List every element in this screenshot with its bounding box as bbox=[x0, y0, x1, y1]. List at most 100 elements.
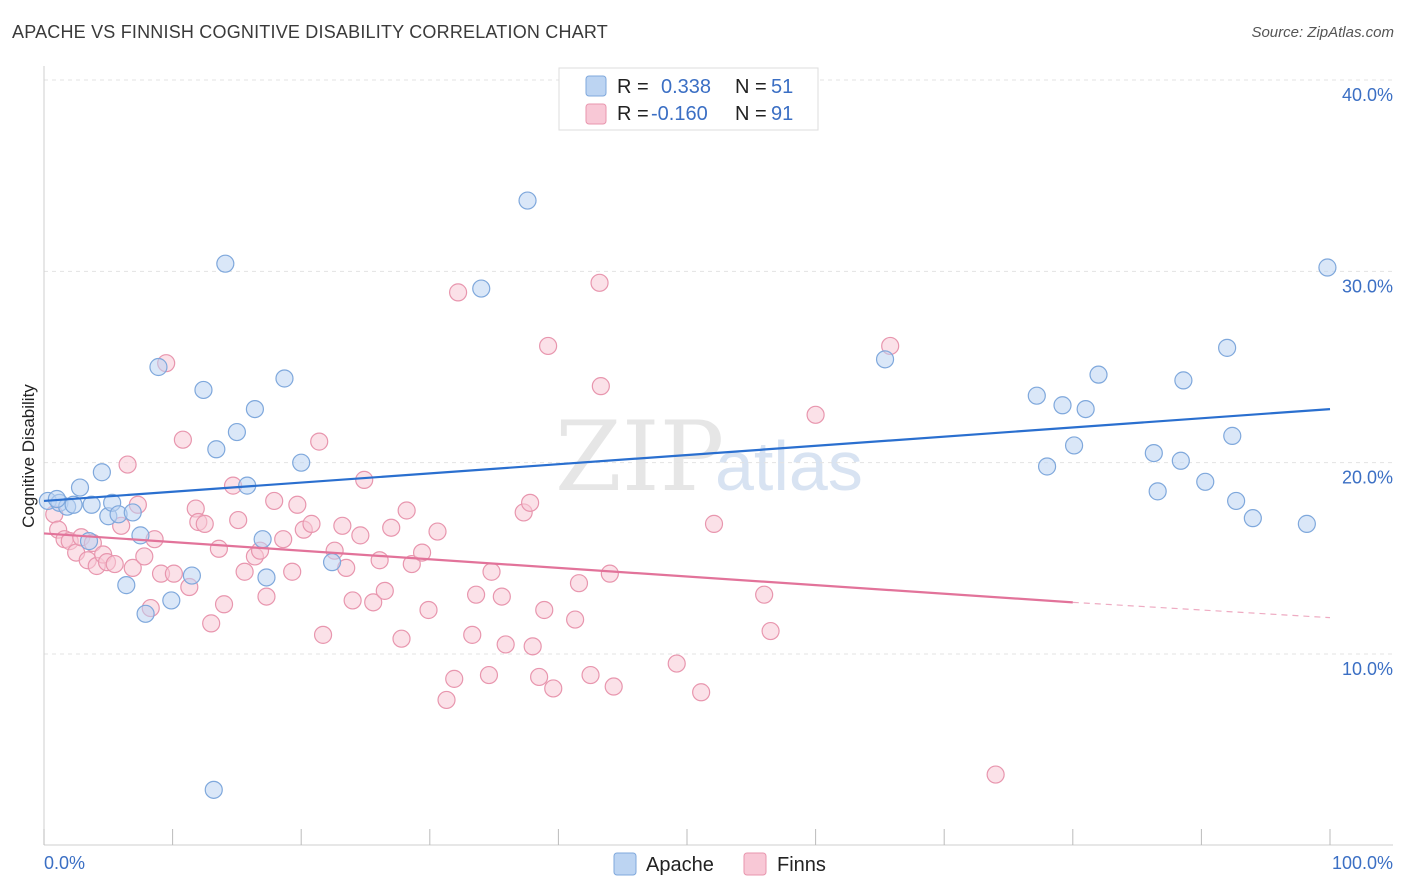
apache-point-31 bbox=[875, 350, 895, 369]
apache-point-24 bbox=[253, 530, 272, 549]
finns-point-70 bbox=[521, 493, 540, 512]
apache-point-34 bbox=[1053, 396, 1072, 415]
finns-point-55 bbox=[397, 501, 416, 520]
apache-point-35 bbox=[1064, 436, 1084, 455]
finns-point-76 bbox=[566, 610, 585, 629]
y-tick-labels: 10.0% 20.0% 30.0% 40.0% bbox=[1342, 85, 1393, 679]
apache-point-20 bbox=[216, 254, 235, 273]
y-tick-label-30: 30.0% bbox=[1342, 276, 1393, 296]
finns-point-72 bbox=[530, 667, 549, 687]
y-axis-label: Cognitive Disability bbox=[19, 384, 38, 528]
apache-point-16 bbox=[162, 591, 181, 610]
legend-apache-r-label: R = bbox=[617, 76, 649, 98]
apache-point-41 bbox=[1174, 371, 1193, 390]
finns-point-85 bbox=[704, 514, 724, 533]
apache-point-40 bbox=[1171, 451, 1190, 470]
x-tick-label-max: 100.0% bbox=[1332, 853, 1393, 873]
finns-point-83 bbox=[667, 654, 686, 673]
finns-point-52 bbox=[375, 581, 394, 600]
finns-trend-line bbox=[43, 532, 1073, 604]
finns-point-48 bbox=[351, 526, 370, 545]
y-tick-label-40: 40.0% bbox=[1342, 85, 1393, 105]
apache-point-6 bbox=[82, 495, 101, 514]
finns-point-79 bbox=[590, 273, 609, 292]
finns-point-43 bbox=[313, 625, 333, 644]
finns-point-66 bbox=[482, 562, 501, 581]
apache-point-45 bbox=[1227, 491, 1246, 511]
legend-finns-n-value: 91 bbox=[771, 103, 793, 125]
legend-finns-r-label: R = bbox=[617, 103, 649, 125]
finns-point-39 bbox=[288, 495, 307, 514]
apache-point-46 bbox=[1243, 509, 1262, 528]
finns-point-13 bbox=[118, 455, 137, 474]
finns-point-49 bbox=[355, 470, 374, 489]
legend-finns-r-value: -0.160 bbox=[651, 103, 708, 125]
y-tick-label-10: 10.0% bbox=[1342, 659, 1393, 679]
apache-point-12 bbox=[123, 503, 142, 522]
finns-trend-line-dashed bbox=[1072, 601, 1331, 619]
legend-bottom-finns-swatch bbox=[743, 852, 767, 876]
apache-point-47 bbox=[1297, 514, 1316, 533]
legend-apache-n-label: N = bbox=[735, 76, 767, 98]
finns-point-90 bbox=[986, 765, 1005, 784]
finns-point-59 bbox=[428, 522, 447, 541]
finns-point-11 bbox=[105, 554, 124, 574]
finns-point-51 bbox=[370, 551, 389, 570]
finns-point-47 bbox=[343, 591, 362, 610]
apache-point-49 bbox=[204, 780, 223, 799]
apache-point-4 bbox=[70, 478, 90, 497]
axes bbox=[43, 66, 1393, 846]
finns-point-82 bbox=[604, 677, 623, 696]
legend-bottom-apache-swatch bbox=[613, 852, 637, 876]
apache-point-33 bbox=[1037, 457, 1057, 476]
legend-top: R = 0.338 N = 51 R = -0.160 N = 91 bbox=[558, 67, 819, 131]
apache-point-17 bbox=[182, 566, 201, 585]
finns-point-57 bbox=[412, 543, 432, 562]
source-label: Source: ZipAtlas.com bbox=[1251, 24, 1394, 41]
finns-point-65 bbox=[479, 665, 499, 685]
apache-point-7 bbox=[92, 463, 111, 482]
chart-title: APACHE VS FINNISH COGNITIVE DISABILITY C… bbox=[12, 22, 608, 42]
finns-point-81 bbox=[600, 564, 619, 583]
finns-point-84 bbox=[692, 683, 711, 702]
apache-point-37 bbox=[1089, 365, 1108, 384]
apache-point-36 bbox=[1076, 399, 1095, 419]
finns-point-58 bbox=[419, 600, 438, 620]
finns-point-37 bbox=[274, 530, 293, 549]
finns-point-21 bbox=[164, 564, 183, 583]
finns-point-61 bbox=[445, 669, 464, 688]
apache-point-3 bbox=[64, 495, 83, 514]
apache-point-42 bbox=[1196, 472, 1215, 491]
legend-apache-swatch bbox=[585, 75, 607, 97]
apache-point-21 bbox=[227, 422, 246, 442]
finns-point-27 bbox=[202, 614, 221, 633]
legend-apache-n-value: 51 bbox=[771, 76, 793, 98]
apache-point-38 bbox=[1144, 444, 1163, 463]
finns-point-87 bbox=[761, 621, 780, 641]
apache-point-29 bbox=[472, 279, 491, 298]
x-tick-label-min: 0.0% bbox=[44, 853, 85, 873]
finns-point-73 bbox=[535, 600, 554, 620]
finns-point-74 bbox=[539, 336, 558, 356]
finns-point-29 bbox=[214, 595, 234, 614]
finns-point-41 bbox=[302, 514, 321, 533]
legend-bottom-finns-label: Finns bbox=[777, 854, 826, 876]
finns-point-80 bbox=[591, 377, 610, 396]
y-tick-label-20: 20.0% bbox=[1342, 468, 1393, 488]
finns-point-71 bbox=[523, 637, 542, 656]
finns-point-22 bbox=[173, 430, 192, 449]
legend-bottom-apache-label: Apache bbox=[646, 854, 714, 876]
apache-point-30 bbox=[518, 191, 537, 210]
finns-point-50 bbox=[364, 593, 383, 612]
finns-point-32 bbox=[235, 562, 254, 581]
finns-point-42 bbox=[310, 432, 329, 451]
apache-point-44 bbox=[1223, 426, 1242, 445]
finns-point-56 bbox=[402, 554, 421, 574]
apache-point-19 bbox=[207, 440, 226, 459]
finns-point-67 bbox=[496, 635, 515, 654]
finns-point-53 bbox=[382, 518, 401, 537]
apache-point-32 bbox=[1027, 386, 1046, 405]
finns-point-31 bbox=[229, 510, 248, 530]
finns-point-35 bbox=[257, 587, 276, 606]
finns-point-78 bbox=[581, 665, 600, 685]
